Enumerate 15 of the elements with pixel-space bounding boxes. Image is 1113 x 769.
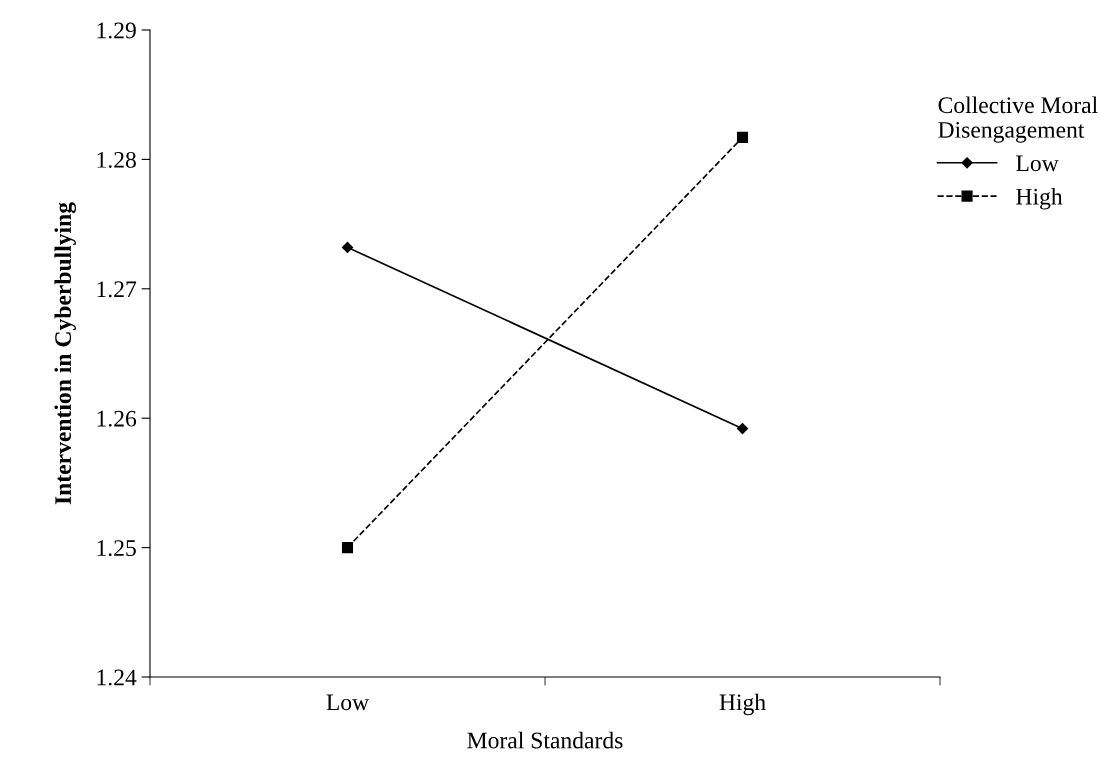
y-tick-label: 1.27 — [97, 281, 137, 298]
legend-label: High — [1016, 188, 1063, 210]
y-tick-label: 1.24 — [97, 669, 137, 686]
point — [341, 241, 354, 253]
point — [341, 542, 354, 554]
point — [736, 422, 749, 435]
point — [736, 131, 749, 143]
legend-label: Low — [1016, 155, 1059, 172]
legend-title: Collective Moral Disengagement — [938, 96, 1098, 143]
y-tick-label: 1.29 — [97, 22, 136, 39]
y-tick-label: 1.26 — [97, 410, 137, 427]
x-axis-title: Moral Standards — [467, 731, 623, 749]
y-tick-label: 1.25 — [97, 540, 136, 557]
y-axis-title: Intervention in Cyberbullying — [54, 202, 77, 505]
y-tick-label: 1.28 — [97, 151, 136, 168]
